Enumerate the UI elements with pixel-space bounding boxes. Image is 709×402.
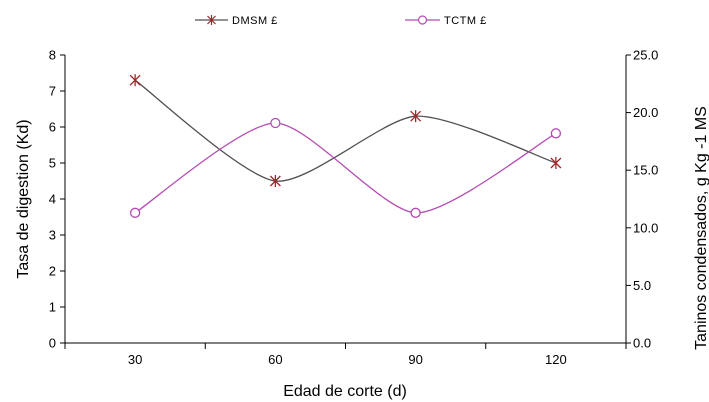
data-point-circle xyxy=(410,207,421,218)
data-point-star xyxy=(129,74,141,87)
y-tick-label-left: 0 xyxy=(49,336,56,351)
x-tick-label: 120 xyxy=(545,352,567,367)
legend-marker-tctm xyxy=(417,15,428,25)
data-point-circle xyxy=(129,207,141,218)
legend-marker-dmsm xyxy=(207,15,216,25)
y-axis-title-right: Taninos condensados, g Kg -1 MS xyxy=(693,106,709,350)
data-point-star xyxy=(269,175,281,187)
y-tick-label-right: 0.0 xyxy=(633,336,651,351)
legend-label-dmsm: DMSM £ xyxy=(232,15,278,27)
y-tick-label-left: 3 xyxy=(49,228,56,243)
data-point-circle xyxy=(270,117,281,129)
series-line-0 xyxy=(134,79,557,182)
x-tick-label: 90 xyxy=(408,352,422,367)
y-tick-label-right: 25.0 xyxy=(633,48,658,63)
data-point-star xyxy=(550,157,562,169)
series-line-1 xyxy=(134,122,557,214)
data-point-circle xyxy=(550,128,562,139)
x-axis-title: Edad de corte (d) xyxy=(283,383,407,400)
x-tick-label: 60 xyxy=(268,352,282,367)
y-tick-label-left: 5 xyxy=(49,156,56,171)
y-tick-label-left: 8 xyxy=(49,48,56,63)
y-tick-label-left: 7 xyxy=(49,84,56,99)
y-tick-label-left: 1 xyxy=(49,300,56,315)
y-tick-label-left: 4 xyxy=(49,192,56,207)
x-tick-label: 30 xyxy=(128,352,142,367)
y-tick-label-left: 6 xyxy=(49,120,56,135)
legend-label-tctm: TCTM £ xyxy=(444,15,487,27)
series xyxy=(129,74,562,218)
axes xyxy=(64,55,627,344)
y-tick-label-left: 2 xyxy=(49,264,56,279)
y-tick-label-right: 5.0 xyxy=(633,278,651,293)
y-axis-title-left: Tasa de digestion (Kd) xyxy=(15,119,32,278)
y-tick-label-right: 20.0 xyxy=(633,105,658,120)
y-tick-label-right: 10.0 xyxy=(633,220,658,235)
legend: DMSM £ TCTM £ xyxy=(195,15,487,27)
y-tick-label-right: 15.0 xyxy=(633,163,658,178)
ticks: 0 1 2 3 4 5 6 7 8 0.0 5.0 10.0 15.0 20.0 25.0 30 60 90 120 xyxy=(49,48,659,368)
data-point-star xyxy=(410,110,422,123)
